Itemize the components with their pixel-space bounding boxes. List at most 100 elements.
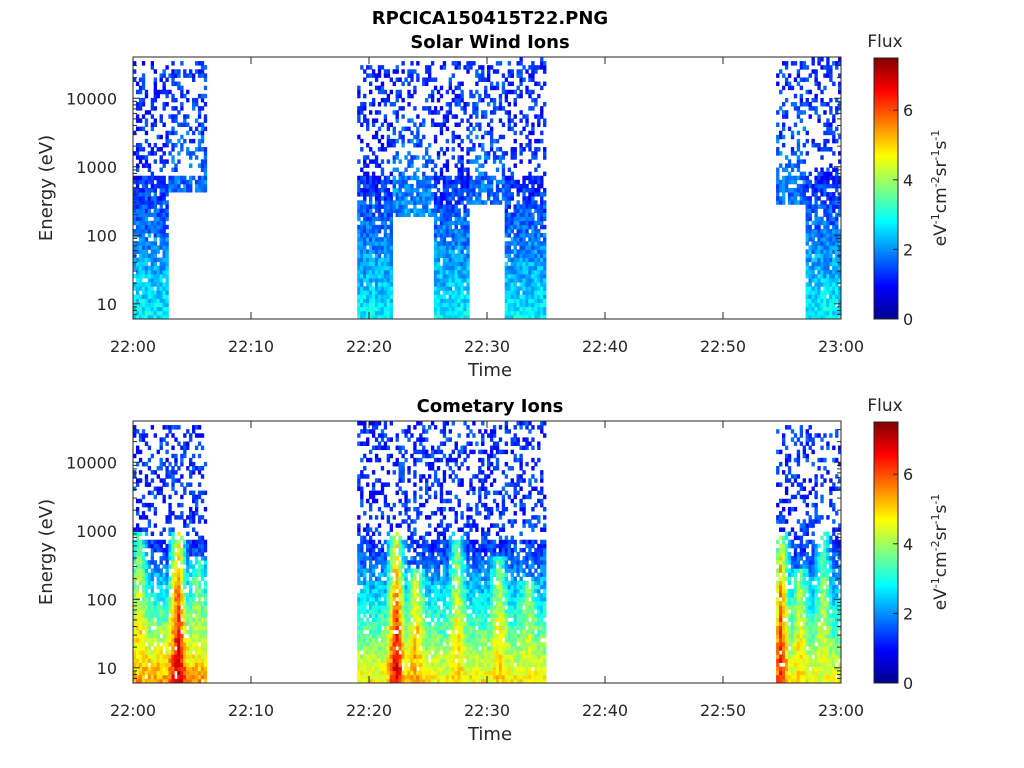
spectrogram-cell [386, 245, 391, 250]
spectrogram-cell [360, 474, 364, 479]
spectrogram-cell [177, 188, 181, 193]
spectrogram-cell [398, 93, 402, 99]
spectrogram-cell [451, 192, 455, 197]
spectrogram-cell [466, 273, 470, 279]
spectrogram-cell [380, 241, 385, 246]
spectrogram-cell [203, 650, 208, 655]
spectrogram-cell [159, 625, 163, 631]
spectrogram-cell [802, 61, 806, 66]
spectrogram-cell [147, 633, 152, 639]
spectrogram-cell [147, 621, 152, 627]
spectrogram-cell [516, 241, 520, 246]
spectrogram-cell [534, 261, 538, 267]
spectrogram-cell [439, 167, 444, 173]
spectrogram-cell [395, 212, 399, 218]
spectrogram-cell [537, 192, 541, 197]
spectrogram-cell [138, 220, 143, 226]
spectrogram-cell [180, 453, 184, 459]
spectrogram-cell [159, 654, 163, 659]
spectrogram-cell [386, 204, 391, 209]
spectrogram-cell [389, 204, 393, 209]
spectrogram-cell [171, 658, 175, 663]
spectrogram-cell [823, 249, 827, 254]
spectrogram-cell [363, 249, 367, 254]
spectrogram-cell [814, 278, 818, 283]
spectrogram-cell [192, 597, 196, 602]
spectrogram-cell [377, 421, 382, 426]
spectrogram-cell [823, 278, 827, 283]
spectrogram-cell [790, 130, 795, 136]
spectrogram-cell [481, 179, 485, 185]
spectrogram-cell [401, 179, 405, 185]
spectrogram-cell [159, 670, 163, 676]
spectrogram-cell [369, 609, 373, 614]
spectrogram-cell [159, 77, 163, 82]
spectrogram-cell [165, 552, 169, 557]
spectrogram-cell [531, 77, 535, 82]
spectrogram-cell [366, 228, 370, 234]
spectrogram-cell [413, 204, 417, 209]
spectrogram-cell [371, 265, 376, 271]
spectrogram-cell [383, 556, 388, 561]
spectrogram-cell [135, 642, 140, 647]
spectrogram-cell [162, 249, 166, 254]
spectrogram-cell [817, 196, 821, 201]
spectrogram-cell [478, 142, 482, 148]
spectrogram-cell [528, 65, 532, 70]
spectrogram-cell [183, 580, 187, 586]
spectrogram-cell [507, 294, 511, 299]
spectrogram-cell [374, 437, 379, 442]
spectrogram-cell [153, 257, 157, 263]
spectrogram-cell [383, 241, 388, 246]
spectrogram-cell [159, 188, 163, 193]
spectrogram-cell [380, 257, 385, 263]
spectrogram-cell [811, 273, 815, 279]
spectrogram-cell [363, 584, 367, 590]
spectrogram-cell [203, 167, 208, 173]
spectrogram-cell [802, 142, 806, 148]
spectrogram-cell [156, 290, 160, 295]
spectrogram-cell [442, 228, 447, 234]
spectrogram-cell [838, 134, 841, 140]
spectrogram-cell [808, 224, 812, 230]
spectrogram-cell [360, 564, 364, 569]
spectrogram-cell [144, 658, 149, 663]
spectrogram-cell [153, 310, 157, 316]
spectrogram-cell [380, 515, 385, 520]
spectrogram-cell [363, 155, 367, 160]
spectrogram-cell [787, 126, 792, 132]
spectrogram-cell [487, 151, 491, 156]
spectrogram-cell [419, 122, 423, 127]
spectrogram-cell [826, 241, 830, 246]
spectrogram-cell [823, 302, 827, 308]
spectrogram-cell [811, 245, 815, 250]
spectrogram-cell [194, 188, 199, 193]
spectrogram-cell [165, 314, 169, 319]
spectrogram-cell [168, 175, 172, 181]
spectrogram-cell [380, 568, 385, 573]
spectrogram-cell [374, 298, 379, 304]
spectrogram-cell [192, 605, 196, 610]
spectrogram-cell [366, 584, 370, 590]
spectrogram-cell [439, 253, 444, 258]
spectrogram-cell [200, 515, 205, 520]
spectrogram-cell [433, 237, 438, 242]
spectrogram-cell [811, 261, 815, 267]
spectrogram-cell [525, 290, 529, 295]
spectrogram-cell [177, 605, 181, 610]
spectrogram-cell [200, 613, 205, 618]
spectrogram-cell [507, 310, 511, 316]
spectrogram-cell [200, 539, 205, 545]
spectrogram-cell [386, 592, 391, 598]
spectrogram-cell [534, 188, 538, 193]
spectrogram-cell [525, 224, 529, 230]
spectrogram-cell [430, 61, 435, 66]
spectrogram-cell [369, 188, 373, 193]
spectrogram-cell [790, 134, 795, 140]
spectrogram-cell [507, 278, 511, 283]
spectrogram-cell [135, 102, 140, 107]
spectrogram-cell [144, 216, 149, 222]
spectrogram-cell [165, 474, 169, 479]
spectrogram-cell [141, 163, 146, 168]
spectrogram-cell [357, 670, 361, 676]
